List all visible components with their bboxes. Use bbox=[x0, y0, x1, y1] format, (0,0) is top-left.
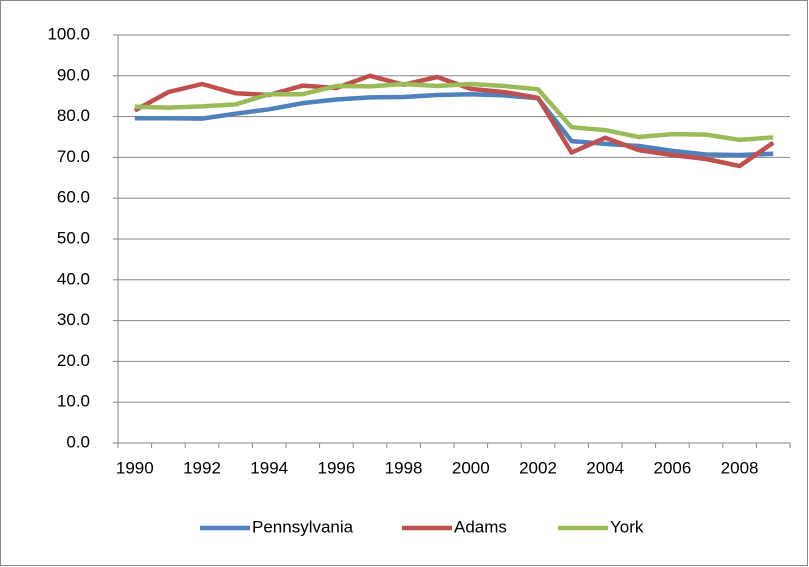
y-tick-label: 20.0 bbox=[57, 351, 90, 370]
y-tick-label: 100.0 bbox=[47, 24, 90, 43]
legend-label: Adams bbox=[454, 517, 507, 536]
x-tick-label: 1990 bbox=[116, 458, 154, 477]
y-tick-label: 50.0 bbox=[57, 228, 90, 247]
x-tick-label: 1994 bbox=[250, 458, 288, 477]
y-tick-label: 40.0 bbox=[57, 269, 90, 288]
y-tick-label: 70.0 bbox=[57, 147, 90, 166]
x-tick-label: 2008 bbox=[721, 458, 759, 477]
y-tick-label: 0.0 bbox=[66, 432, 90, 451]
x-tick-label: 2004 bbox=[586, 458, 624, 477]
y-tick-label: 80.0 bbox=[57, 106, 90, 125]
x-tick-label: 2006 bbox=[653, 458, 691, 477]
x-tick-label: 1996 bbox=[317, 458, 355, 477]
x-tick-label: 2000 bbox=[452, 458, 490, 477]
x-tick-label: 2002 bbox=[519, 458, 557, 477]
legend-label: Pennsylvania bbox=[252, 517, 354, 536]
y-tick-label: 60.0 bbox=[57, 188, 90, 207]
y-tick-label: 30.0 bbox=[57, 310, 90, 329]
legend-label: York bbox=[610, 517, 644, 536]
y-tick-label: 90.0 bbox=[57, 65, 90, 84]
x-tick-label: 1998 bbox=[385, 458, 423, 477]
series-line bbox=[134, 91, 774, 158]
x-tick-label: 1992 bbox=[183, 458, 221, 477]
y-tick-label: 10.0 bbox=[57, 392, 90, 411]
series-line bbox=[134, 81, 774, 143]
